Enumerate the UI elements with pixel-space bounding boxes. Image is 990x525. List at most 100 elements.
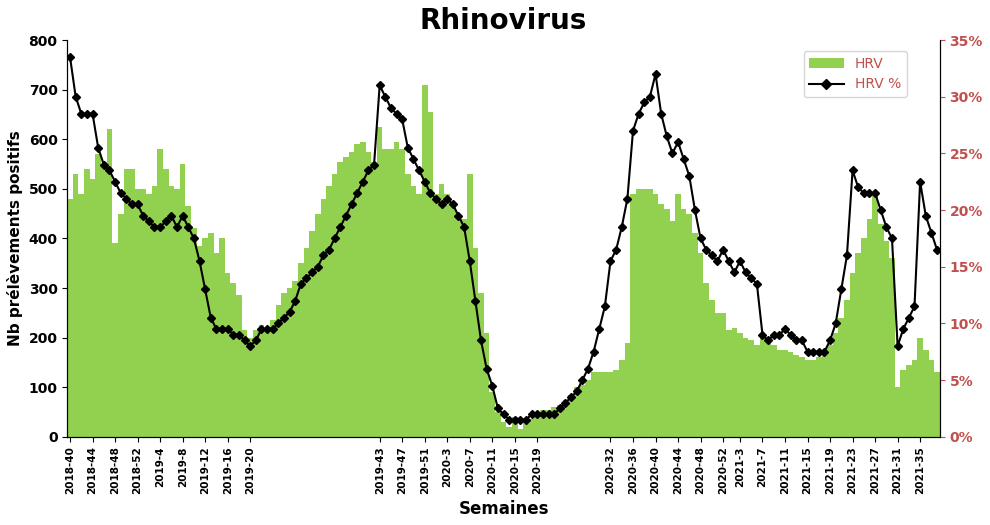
Bar (698, 253, 703, 437)
Bar (151, 186, 157, 437)
Bar (822, 355, 828, 437)
Bar (608, 372, 614, 437)
Bar (461, 218, 467, 437)
Bar (478, 293, 484, 437)
Bar (208, 234, 214, 437)
Bar (112, 244, 118, 437)
Bar (562, 400, 568, 437)
Bar (557, 405, 562, 437)
HRV % (64, 54, 76, 60)
Bar (793, 355, 799, 437)
Bar (929, 360, 935, 437)
Bar (849, 273, 855, 437)
Bar (416, 194, 422, 437)
HRV % (672, 139, 684, 145)
Bar (839, 318, 844, 437)
Bar (596, 372, 602, 437)
Bar (631, 194, 636, 437)
Bar (833, 333, 839, 437)
Bar (304, 248, 309, 437)
Bar (501, 422, 506, 437)
Bar (107, 129, 112, 437)
Bar (101, 164, 107, 437)
Bar (844, 300, 849, 437)
Bar (889, 258, 895, 437)
Bar (541, 410, 545, 437)
Bar (686, 214, 692, 437)
Bar (524, 419, 529, 437)
Bar (275, 306, 281, 437)
Bar (518, 429, 524, 437)
Bar (742, 338, 748, 437)
Bar (664, 208, 669, 437)
Bar (281, 293, 287, 437)
Bar (709, 300, 715, 437)
Bar (591, 372, 596, 437)
Bar (703, 283, 709, 437)
Bar (895, 387, 901, 437)
Bar (214, 253, 219, 437)
Bar (439, 184, 445, 437)
Bar (292, 280, 298, 437)
Bar (918, 338, 923, 437)
Bar (394, 142, 399, 437)
Bar (495, 412, 501, 437)
Bar (287, 288, 292, 437)
Bar (636, 189, 642, 437)
Bar (732, 328, 738, 437)
Bar (816, 358, 822, 437)
Bar (455, 214, 461, 437)
Bar (738, 333, 742, 437)
Bar (625, 342, 631, 437)
Bar (348, 152, 354, 437)
Bar (776, 350, 782, 437)
Bar (129, 169, 135, 437)
Bar (422, 85, 428, 437)
Bar (253, 330, 258, 437)
Bar (529, 419, 535, 437)
Bar (923, 350, 929, 437)
HRV % (909, 303, 921, 310)
Bar (799, 358, 805, 437)
Bar (118, 214, 124, 437)
Bar (231, 283, 236, 437)
Bar (614, 370, 619, 437)
Bar (124, 169, 129, 437)
Bar (512, 417, 518, 437)
Bar (765, 340, 771, 437)
Bar (579, 385, 585, 437)
Bar (270, 320, 275, 437)
Bar (326, 186, 332, 437)
Bar (428, 112, 434, 437)
Bar (202, 238, 208, 437)
Bar (67, 199, 73, 437)
Bar (73, 174, 78, 437)
Bar (878, 224, 883, 437)
Bar (652, 194, 658, 437)
Bar (726, 330, 732, 437)
Bar (354, 144, 360, 437)
Bar (174, 189, 180, 437)
Bar (371, 162, 377, 437)
Legend: HRV, HRV %: HRV, HRV % (804, 51, 907, 97)
Bar (399, 149, 405, 437)
Bar (135, 189, 141, 437)
Bar (866, 218, 872, 437)
Bar (90, 179, 95, 437)
Bar (658, 204, 664, 437)
HRV % (852, 184, 864, 191)
Bar (692, 234, 698, 437)
Bar (759, 338, 765, 437)
Bar (681, 208, 686, 437)
Bar (484, 333, 489, 437)
Bar (715, 313, 721, 437)
Bar (168, 186, 174, 437)
Bar (141, 189, 147, 437)
Title: Rhinovirus: Rhinovirus (420, 7, 587, 35)
Bar (855, 253, 861, 437)
Line: HRV %: HRV % (67, 54, 940, 423)
Bar (647, 189, 652, 437)
Bar (434, 194, 439, 437)
Y-axis label: Nb prélèvements positifs: Nb prélèvements positifs (7, 131, 23, 346)
Bar (872, 194, 878, 437)
